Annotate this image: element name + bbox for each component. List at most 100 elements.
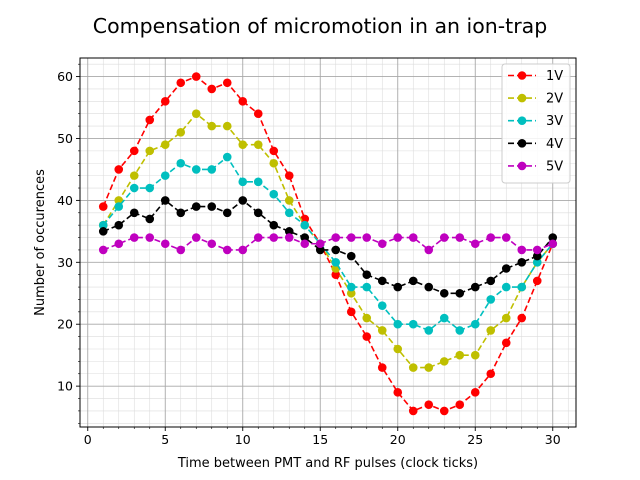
data-point-1V	[439, 406, 449, 416]
data-point-4V	[98, 227, 108, 236]
series-3V	[98, 152, 558, 335]
series-layer	[98, 72, 558, 416]
data-point-4V	[114, 220, 124, 230]
data-point-2V	[408, 363, 418, 372]
legend-label: 4V	[546, 137, 563, 152]
data-point-5V	[253, 233, 263, 242]
legend-marker	[517, 116, 527, 125]
data-point-5V	[517, 245, 527, 255]
data-point-2V	[439, 357, 449, 366]
data-point-4V	[176, 208, 186, 218]
data-point-2V	[346, 288, 356, 298]
data-point-1V	[176, 78, 186, 88]
data-point-4V	[377, 276, 387, 286]
series-line-1V	[102, 75, 554, 412]
data-point-2V	[424, 363, 434, 372]
data-point-3V	[393, 319, 403, 329]
x-tick-label: 20	[390, 432, 406, 447]
data-point-1V	[129, 146, 139, 156]
legend-item: 3V	[508, 114, 563, 129]
data-point-3V	[160, 171, 170, 180]
data-point-5V	[222, 245, 232, 255]
x-tick-label: 25	[467, 432, 483, 447]
data-point-2V	[114, 196, 124, 205]
data-point-3V	[424, 326, 434, 335]
legend-label: 5V	[546, 159, 563, 174]
data-point-4V	[238, 196, 248, 205]
data-point-5V	[455, 233, 465, 242]
data-point-2V	[253, 140, 263, 149]
data-point-3V	[176, 158, 186, 168]
legend-item: 1V	[508, 69, 563, 84]
data-point-3V	[362, 282, 372, 292]
y-tick-label: 20	[57, 317, 73, 332]
data-point-5V	[284, 233, 294, 242]
data-point-5V	[424, 245, 434, 255]
data-point-1V	[98, 202, 108, 211]
data-point-4V	[470, 282, 480, 292]
data-point-2V	[269, 158, 279, 168]
legend-label: 2V	[546, 92, 563, 107]
data-point-1V	[269, 146, 279, 156]
data-point-4V	[439, 288, 449, 298]
legend-label: 1V	[546, 69, 563, 84]
data-point-5V	[300, 239, 310, 249]
data-point-1V	[501, 338, 511, 348]
data-point-5V	[98, 245, 108, 255]
chart-title: Compensation of micromotion in an ion-tr…	[93, 14, 547, 38]
y-tick-label: 60	[57, 69, 73, 84]
data-point-5V	[114, 239, 124, 249]
data-point-3V	[455, 326, 465, 335]
data-point-1V	[377, 363, 387, 372]
data-point-4V	[160, 196, 170, 205]
x-tick-label: 15	[312, 432, 328, 447]
data-point-3V	[207, 165, 217, 174]
data-point-4V	[207, 202, 217, 211]
data-point-4V	[331, 245, 341, 255]
data-point-1V	[222, 78, 232, 88]
data-point-1V	[424, 400, 434, 410]
data-point-4V	[455, 288, 465, 298]
data-point-3V	[377, 301, 387, 310]
y-tick-label: 40	[57, 193, 73, 208]
y-tick-label: 50	[57, 131, 73, 146]
data-point-2V	[160, 140, 170, 149]
y-tick-label: 10	[57, 379, 73, 394]
data-point-3V	[269, 189, 279, 199]
data-point-5V	[470, 239, 480, 249]
data-point-5V	[160, 239, 170, 249]
data-point-4V	[315, 245, 325, 255]
data-point-4V	[284, 227, 294, 236]
data-point-5V	[486, 233, 496, 242]
data-point-4V	[362, 270, 372, 279]
data-point-5V	[315, 239, 325, 249]
data-point-5V	[129, 233, 139, 242]
data-point-5V	[207, 239, 217, 249]
legend-marker	[517, 161, 527, 171]
data-point-3V	[346, 282, 356, 292]
legend-item: 5V	[508, 159, 563, 174]
data-point-1V	[470, 388, 480, 397]
data-point-3V	[284, 208, 294, 218]
data-point-4V	[408, 276, 418, 286]
data-point-2V	[486, 326, 496, 335]
x-tick-label: 0	[84, 432, 92, 447]
data-point-5V	[145, 233, 155, 242]
data-point-1V	[408, 406, 418, 416]
data-point-1V	[362, 332, 372, 341]
data-point-1V	[160, 97, 170, 106]
data-point-2V	[129, 171, 139, 180]
x-axis-label: Time between PMT and RF pulses (clock ti…	[177, 456, 478, 471]
data-point-2V	[501, 313, 511, 323]
legend-marker	[517, 71, 527, 80]
data-point-3V	[408, 319, 418, 329]
data-point-1V	[238, 97, 248, 106]
data-point-1V	[393, 388, 403, 397]
data-point-1V	[455, 400, 465, 410]
data-point-5V	[346, 233, 356, 242]
data-point-4V	[532, 251, 542, 261]
data-point-2V	[222, 121, 232, 131]
data-point-3V	[145, 183, 155, 193]
data-point-4V	[486, 276, 496, 286]
